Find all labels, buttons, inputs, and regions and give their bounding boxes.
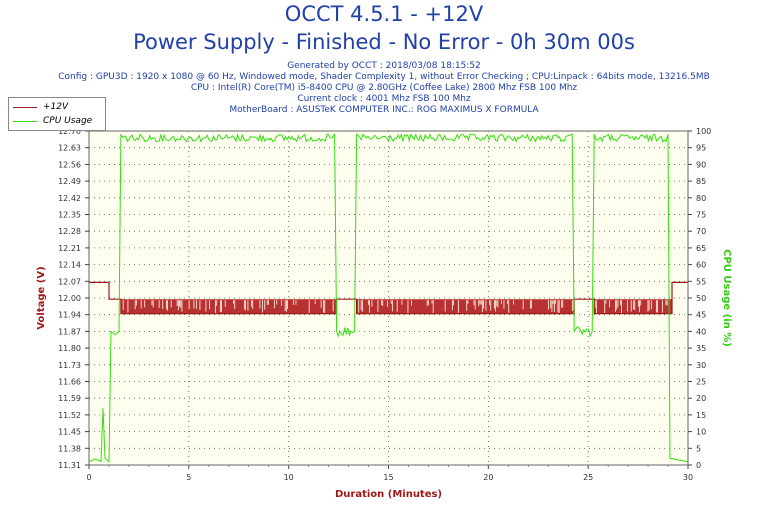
y-left-tick-label: 12.63 [58,144,81,153]
y-right-tick-label: 35 [696,344,706,353]
legend-swatch-cpu [13,120,37,122]
y-left-tick-label: 12.56 [58,160,81,169]
legend-item-voltage: +12V [13,101,68,113]
x-axis-label: Duration (Minutes) [335,489,442,500]
y-right-tick-label: 65 [696,244,706,253]
y-right-tick-label: 50 [696,294,706,303]
y-left-tick-label: 11.80 [58,344,81,353]
y-left-tick-label: 11.94 [58,311,81,320]
y-left-tick-label: 12.28 [58,227,81,236]
y-right-tick-label: 100 [696,127,711,136]
y-left-tick-label: 11.59 [58,394,81,403]
axes: 11.31 11.38 11.45 11.52 11.59 11.66 11.73 11.80… [58,127,711,482]
y-axis-label-right: CPU Usage (in %) [721,249,732,347]
info-cpu: CPU : Intel(R) Core(TM) i5-8400 CPU @ 2.… [190,83,578,93]
voltage-band [120,299,337,314]
y-right-tick-label: 30 [696,361,706,370]
y-left-tick-label: 12.70 [58,127,81,136]
y-right-tick-label: 10 [696,428,706,437]
y-right-tick-label: 25 [696,378,706,387]
y-right-tick-label: 95 [696,144,706,153]
y-right-tick-label: 55 [696,277,706,286]
chart-title: OCCT 4.5.1 - +12V [284,2,484,26]
legend: +12V CPU Usage [8,97,106,131]
x-tick-label: 30 [683,473,693,482]
x-tick-label: 20 [483,473,493,482]
y-right-tick-label: 90 [696,160,706,169]
y-left-tick-label: 11.52 [58,411,81,420]
series-voltage-line [89,281,688,315]
series-voltage-fluctuation [120,299,673,314]
info-generated: Generated by OCCT : 2018/03/08 18:15:52 [287,61,481,71]
info-clock: Current clock : 4001 Mhz FSB 100 Mhz [297,94,471,104]
y-right-tick-label: 40 [696,327,706,336]
y-left-tick-label: 12.49 [58,177,81,186]
y-right-tick-label: 0 [696,461,701,470]
y-left-tick-label: 12.00 [58,294,81,303]
y-right-tick-label: 45 [696,311,706,320]
series-cpu-usage-line [88,132,689,463]
y-right-tick-label: 20 [696,394,706,403]
legend-label-voltage: +12V [43,102,69,112]
y-left-tick-label: 11.38 [58,444,81,453]
series-group [88,132,689,463]
y-left-tick-label: 12.14 [58,261,81,270]
legend-item-cpu: CPU Usage [13,115,92,127]
voltage-band [594,299,673,314]
y-right-tick-label: 80 [696,194,706,203]
y-right-tick-label: 5 [696,444,701,453]
y-left-tick-label: 11.87 [58,327,81,336]
y-right-tick-label: 70 [696,227,706,236]
y-right-tick-label: 75 [696,211,706,220]
y-left-tick-label: 11.31 [58,461,81,470]
legend-label-cpu: CPU Usage [43,116,93,126]
y-right-tick-label: 85 [696,177,706,186]
y-left-tick-label: 12.35 [58,211,81,220]
x-tick-label: 5 [186,473,191,482]
voltage-band [356,299,575,314]
x-tick-label: 10 [284,473,294,482]
x-tick-label: 15 [383,473,393,482]
info-motherboard: MotherBoard : ASUSTeK COMPUTER INC.: ROG… [229,105,539,115]
grid [89,131,688,465]
info-config: Config : GPU3D : 1920 x 1080 @ 60 Hz, Wi… [58,72,710,82]
chart-subtitle: Power Supply - Finished - No Error - 0h … [133,30,635,54]
y-left-tick-label: 11.66 [58,378,81,387]
y-axis-label-left: Voltage (V) [36,266,47,329]
y-left-tick-label: 12.21 [58,244,81,253]
y-left-tick-label: 12.42 [58,194,81,203]
legend-swatch-voltage [13,106,37,108]
y-right-tick-label: 60 [696,261,706,270]
y-left-tick-label: 12.07 [58,277,81,286]
x-tick-label: 25 [583,473,593,482]
y-right-tick-label: 15 [696,411,706,420]
y-left-tick-label: 11.73 [58,361,81,370]
y-left-tick-label: 11.45 [58,428,81,437]
x-tick-label: 0 [86,473,91,482]
